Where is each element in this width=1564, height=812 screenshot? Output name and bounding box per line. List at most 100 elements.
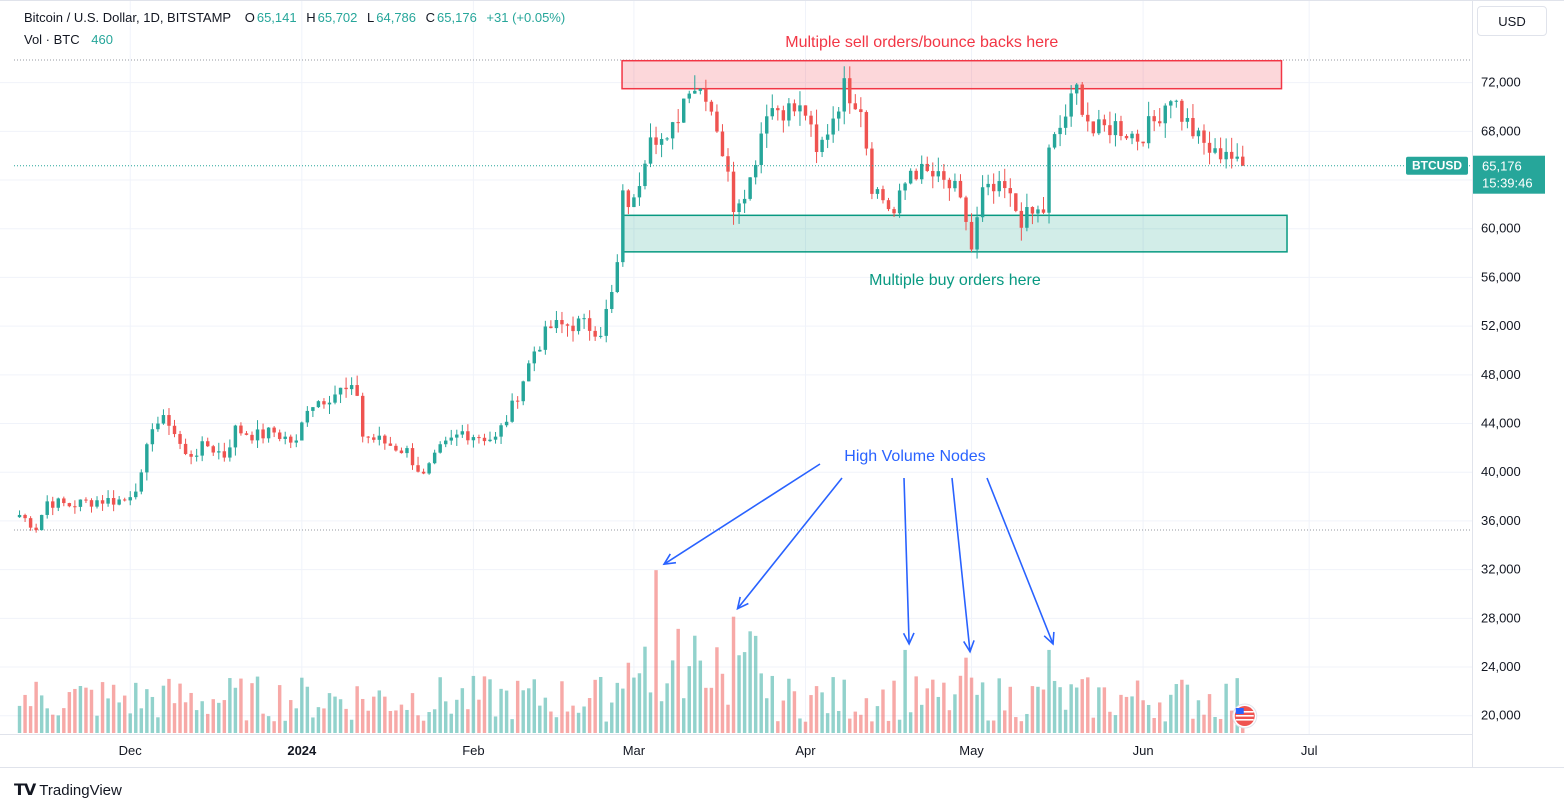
volume-bar [892,680,896,733]
candle-body [925,163,929,171]
volume-bar [914,676,918,733]
volume-bar [1041,689,1046,733]
candle-body [842,78,846,112]
candle-body [781,110,786,121]
volume-bar [466,709,470,733]
candle-body [421,471,426,474]
candle-body [73,506,77,508]
candle-body [432,452,437,464]
volume-bar [859,714,863,733]
candle-body [1218,148,1223,160]
volume-bar [687,666,691,733]
candle-body [449,437,453,441]
volume-label[interactable]: Vol · BTC [24,32,80,47]
candle-body [1102,119,1107,126]
volume-arrow [986,477,1054,645]
volume-bar [106,698,110,733]
currency-button[interactable]: USD [1477,6,1547,36]
candle-body [233,425,238,448]
volume-bar [665,683,669,733]
candle-body [416,465,420,472]
volume-bar [693,635,697,733]
candle-body [521,381,525,402]
candle-body [327,402,332,405]
volume-bar [228,678,232,733]
volume-bar [643,646,647,733]
volume-bar [1102,687,1107,733]
volume-bar [1207,694,1212,733]
candle-body [742,198,747,204]
y-tick-label: 32,000 [1481,562,1521,577]
candle-body [693,90,697,94]
volume-bar [23,694,27,733]
arrowhead [736,596,749,611]
x-tick-label: 2024 [287,743,317,758]
candle-body [111,498,116,505]
candle-body [753,164,758,178]
candle-body [1152,116,1156,122]
volume-bar [150,696,155,733]
volume-bar [134,682,138,733]
candle-body [538,349,542,352]
volume-bars [17,570,1245,733]
us-flag-stripe [1235,719,1254,721]
price-axis[interactable]: 20,000 24,000 28,000 32,000 36,000 40,000 44,0… [1481,75,1521,723]
volume-bar [997,678,1001,733]
volume-bar [261,713,265,733]
candle-body [1036,209,1040,214]
candle-body [272,427,276,433]
candle-body [1063,116,1068,128]
candle-body [377,435,382,440]
volume-bar [737,655,741,733]
y-tick-label: 60,000 [1481,221,1521,236]
volume-bar [1003,710,1007,733]
symbol-title[interactable]: Bitcoin / U.S. Dollar, 1D, BITSTAMP [24,10,232,25]
volume-bar [1008,686,1012,733]
x-tick-label: Jul [1301,743,1318,758]
volume-bar [383,696,387,733]
volume-bar [1174,684,1179,733]
close-value: 65,176 [437,10,477,25]
volume-bar [897,719,902,733]
candle-body [244,433,249,435]
candle-body [289,436,293,443]
volume-bar [731,616,736,733]
volume-bar [549,711,553,733]
volume-bar [372,696,376,733]
candle-body [991,183,996,192]
y-tick-label: 36,000 [1481,513,1521,528]
candle-body [1180,100,1184,122]
candle-body [1030,207,1035,214]
volume-bar [1141,700,1145,733]
candle-body [1108,125,1112,136]
candle-body [565,324,570,326]
volume-bar [1113,715,1118,733]
y-tick-label: 52,000 [1481,318,1521,333]
candle-body [45,501,49,515]
sell-zone-box [621,59,1283,90]
high-value: 65,702 [317,10,358,25]
candle-body [366,436,370,438]
candle-body [455,434,459,438]
candle-body [958,180,963,198]
volume-bar [1158,702,1162,733]
volume-bar [825,713,830,733]
low-value: 64,786 [376,10,417,25]
volume-bar [100,682,105,733]
candle-body [798,105,802,112]
time-axis[interactable]: Dec 2024 Feb Mar Apr May Jun Jul [119,743,1318,758]
volume-bar [1169,694,1173,733]
footer-branding[interactable]: 𝗧𝗩 TradingView [14,780,122,800]
volume-bar [421,720,426,733]
volume-bar [399,704,404,733]
volume-bar [864,698,869,733]
candle-body [261,429,265,439]
volume-bar [576,712,581,733]
candle-body [765,116,769,134]
volume-bar [1185,684,1190,733]
volume-bar [991,720,996,733]
volume-bar [920,704,924,733]
volume-bar [95,715,99,733]
volume-bar [183,702,188,733]
